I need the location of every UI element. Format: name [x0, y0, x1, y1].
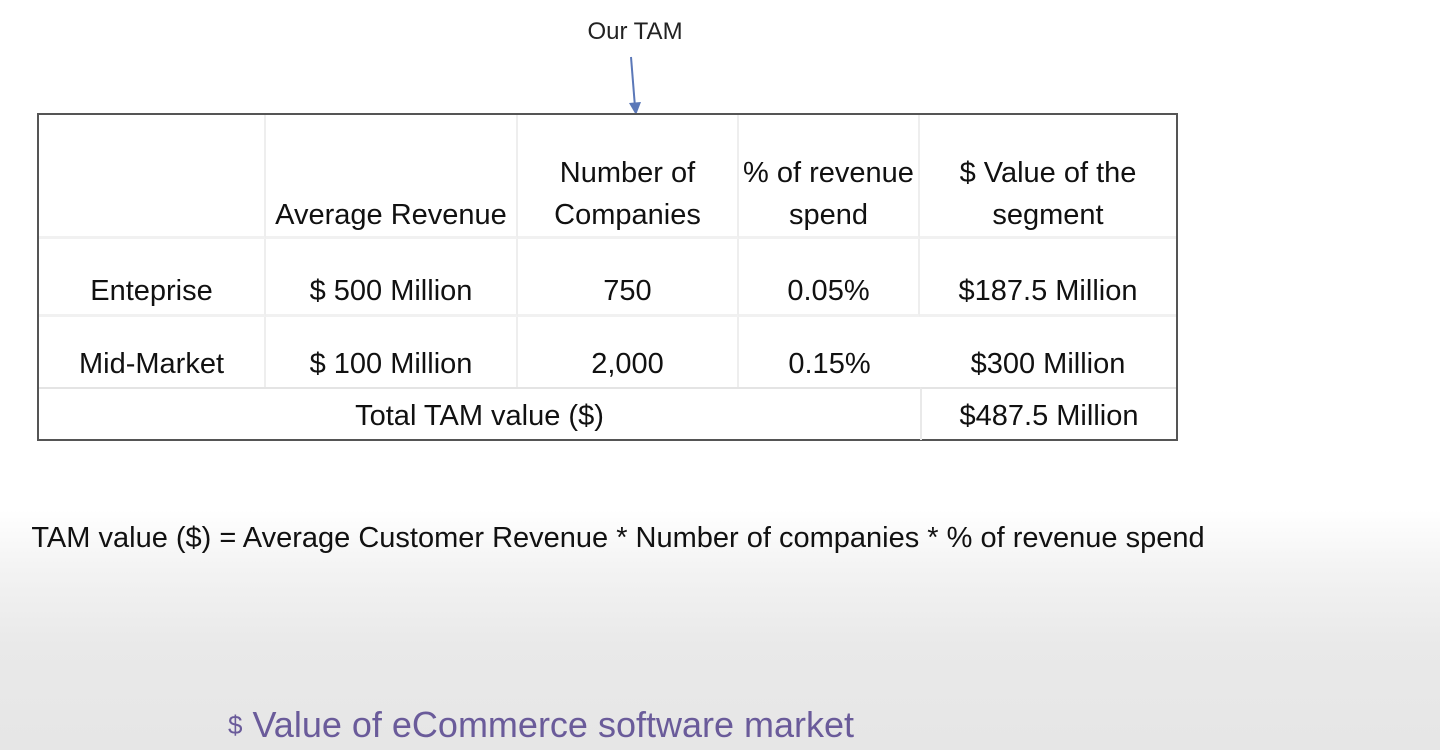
total-tam-label: Total TAM value ($) — [39, 387, 920, 440]
header-segment — [39, 115, 266, 239]
row-mid-market-percent-spend: 0.15% — [788, 348, 871, 380]
row-enterprise-number-of-companies: 750 — [518, 239, 739, 317]
slide-title: $ Value of eCommerce software market — [228, 704, 854, 746]
annotation-arrow-icon — [629, 56, 641, 115]
row-mid-market-average-revenue: $ 100 Million — [266, 317, 518, 387]
header-segment-value: $ Value of the segment — [920, 115, 1176, 239]
total-tam-value: $487.5 Million — [920, 387, 1176, 440]
row-enterprise-average-revenue: $ 500 Million — [266, 239, 518, 317]
dollar-sign-icon: $ — [228, 710, 243, 740]
tam-formula: TAM value ($) = Average Customer Revenue… — [31, 522, 1205, 554]
header-percent-revenue-spend: % of revenue spend — [739, 115, 920, 239]
row-enterprise-segment-value: $187.5 Million — [920, 239, 1176, 317]
row-mid-market-segment: Mid-Market — [39, 317, 266, 387]
header-number-of-companies: Number of Companies — [518, 115, 739, 239]
slide-title-text: Value of eCommerce software market — [252, 704, 855, 745]
header-average-revenue: Average Revenue — [266, 115, 518, 239]
tam-table: Average Revenue Number of Companies % of… — [37, 113, 1178, 441]
row-mid-market-number-of-companies: 2,000 — [518, 317, 739, 387]
row-mid-market-segment-value: $300 Million — [970, 348, 1126, 380]
row-enterprise-percent-spend: 0.05% — [739, 239, 920, 317]
our-tam-annotation: Our TAM — [587, 18, 683, 45]
row-enterprise-segment: Enteprise — [39, 239, 266, 317]
